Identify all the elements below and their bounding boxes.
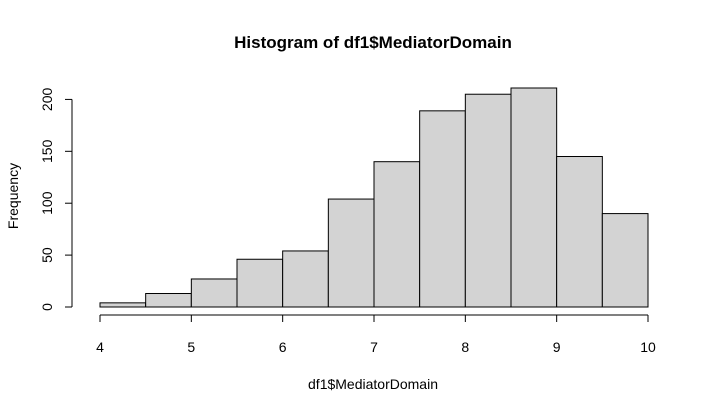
x-tick-label: 6: [279, 339, 287, 355]
y-tick-label: 50: [39, 247, 55, 263]
histogram-bar: [556, 156, 603, 308]
chart-title: Histogram of df1$MediatorDomain: [234, 33, 512, 52]
histogram-bar: [327, 198, 375, 308]
histogram-bar: [282, 250, 329, 308]
x-tick-label: 7: [370, 339, 378, 355]
y-axis: 0 50 100 150 200: [39, 88, 73, 311]
histogram-bar: [190, 278, 238, 308]
y-tick-label: 200: [39, 88, 55, 112]
x-axis-label: df1$MediatorDomain: [308, 376, 438, 392]
x-tick-label: 5: [187, 339, 195, 355]
bars-group: [99, 87, 649, 308]
y-tick-label: 100: [39, 191, 55, 215]
x-tick-label: 10: [640, 339, 656, 355]
histogram-bar: [419, 110, 466, 308]
histogram-bar: [145, 293, 192, 308]
x-tick-label: 4: [96, 339, 104, 355]
x-tick-label: 8: [461, 339, 469, 355]
histogram-bar: [510, 87, 558, 308]
histogram-bar: [464, 93, 512, 308]
y-tick-label: 150: [39, 139, 55, 163]
x-tick-label: 9: [553, 339, 561, 355]
histogram-bar: [99, 302, 147, 308]
histogram-bar: [601, 213, 649, 308]
y-tick-label: 0: [39, 303, 55, 311]
histogram-bar: [373, 161, 421, 308]
x-axis: 4 5 6 7 8 9 10: [96, 314, 656, 355]
y-axis-label: Frequency: [5, 163, 21, 229]
histogram-bar: [236, 258, 284, 308]
